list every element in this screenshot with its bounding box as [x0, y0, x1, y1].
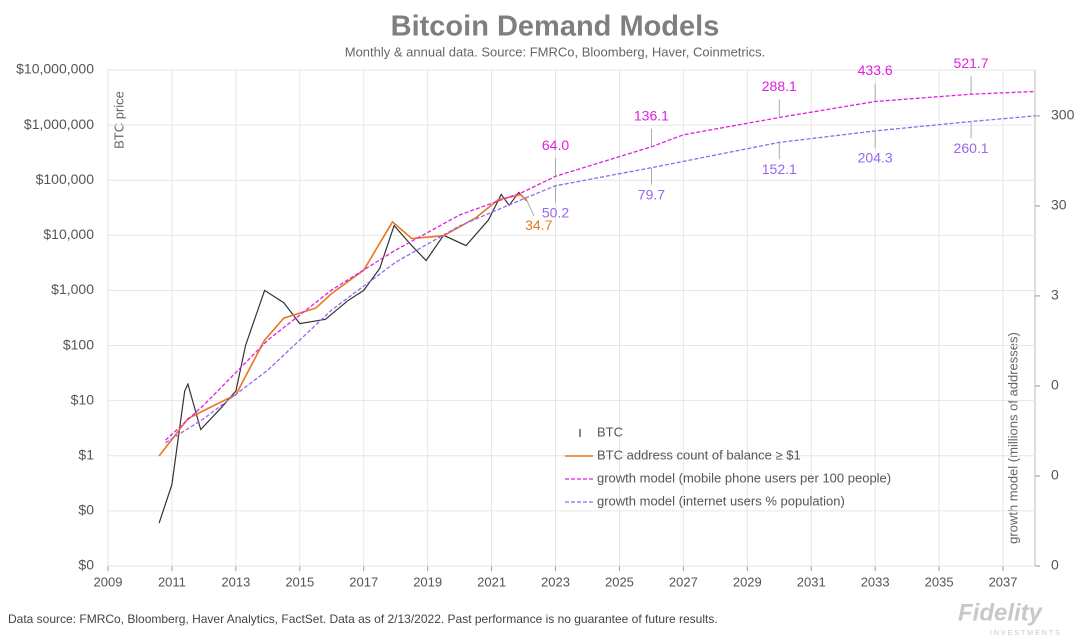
- legend-label: growth model (mobile phone users per 100…: [597, 470, 891, 485]
- data-label: 34.7: [525, 217, 552, 233]
- y-tick-label: $1,000: [51, 281, 94, 297]
- y-tick-label: $100: [63, 336, 94, 352]
- y-tick-label: $0: [78, 557, 94, 573]
- x-tick-label: 2037: [989, 574, 1018, 589]
- x-tick-label: 2027: [669, 574, 698, 589]
- x-tick-label: 2029: [733, 574, 762, 589]
- x-tick-label: 2025: [605, 574, 634, 589]
- y2-tick-label: 0: [1051, 557, 1059, 573]
- y-tick-label: $1,000,000: [24, 116, 94, 132]
- y2-tick-label: 0: [1051, 467, 1059, 483]
- x-tick-label: 2011: [158, 574, 186, 589]
- label-leader: [526, 200, 535, 216]
- x-tick-label: 2013: [221, 574, 250, 589]
- logo-subtitle: INVESTMENTS: [990, 630, 1062, 637]
- y-axis-label: BTC price: [111, 91, 126, 149]
- x-tick-label: 2033: [861, 574, 890, 589]
- data-label: 260.1: [954, 140, 989, 156]
- y-tick-label: $10: [71, 391, 95, 407]
- legend-label: BTC: [597, 424, 623, 439]
- x-tick-label: 2035: [925, 574, 954, 589]
- chart-title: Bitcoin Demand Models: [391, 11, 720, 43]
- series-line: [158, 191, 528, 524]
- y2-tick-label: 3: [1051, 287, 1059, 303]
- series-line: [165, 115, 1036, 444]
- logo: Fidelity: [958, 599, 1044, 626]
- data-label: 79.7: [638, 186, 665, 202]
- series-line: [158, 193, 528, 457]
- data-label: 136.1: [634, 107, 669, 123]
- series-line: [165, 90, 1036, 441]
- y2-tick-label: 30: [1051, 197, 1067, 213]
- legend-label: growth model (internet users % populatio…: [597, 493, 845, 508]
- y2-tick-label: 300: [1051, 107, 1075, 123]
- x-tick-label: 2009: [94, 574, 123, 589]
- y2-tick-label: 0: [1051, 377, 1059, 393]
- y-tick-label: $10,000,000: [16, 61, 94, 77]
- data-label: 288.1: [762, 78, 797, 94]
- x-tick-label: 2019: [413, 574, 442, 589]
- x-tick-label: 2021: [477, 574, 506, 589]
- y2-axis-label: growth model (millions of addresses): [1005, 332, 1020, 544]
- x-tick-label: 2017: [349, 574, 378, 589]
- footer: Data source: FMRCo, Bloomberg, Haver Ana…: [8, 612, 718, 626]
- legend-label: BTC address count of balance ≥ $1: [597, 447, 801, 462]
- data-label: 64.0: [542, 137, 569, 153]
- y-tick-label: $100,000: [36, 171, 95, 187]
- data-label: 521.7: [954, 55, 989, 71]
- data-label: 433.6: [858, 62, 893, 78]
- y-tick-label: $1: [78, 446, 94, 462]
- y-tick-label: $0: [78, 502, 94, 518]
- data-label: 204.3: [858, 150, 893, 166]
- x-tick-label: 2031: [797, 574, 826, 589]
- x-tick-label: 2015: [285, 574, 314, 589]
- data-label: 50.2: [542, 204, 569, 220]
- chart-subtitle: Monthly & annual data. Source: FMRCo, Bl…: [345, 44, 766, 59]
- x-tick-label: 2023: [541, 574, 570, 589]
- data-label: 152.1: [762, 161, 797, 177]
- y-tick-label: $10,000: [43, 226, 94, 242]
